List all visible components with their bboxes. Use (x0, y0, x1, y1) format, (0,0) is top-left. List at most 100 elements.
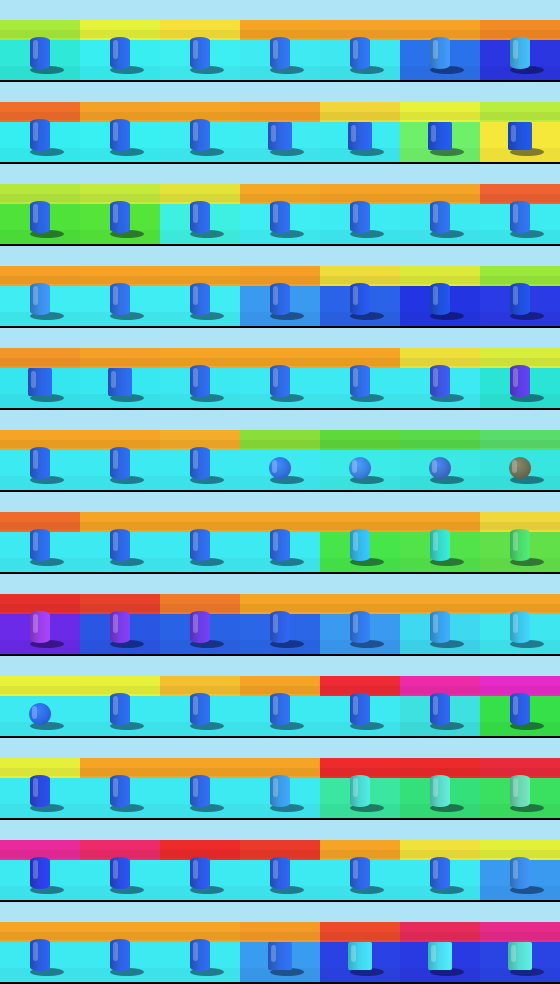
scene-cell (160, 840, 240, 900)
scene-cell (400, 102, 480, 162)
object-shadow (30, 558, 64, 566)
scene-cell (240, 184, 320, 244)
object-highlight (193, 286, 198, 306)
object-highlight (513, 204, 518, 224)
scene-wall (400, 922, 480, 942)
object-shadow (430, 312, 464, 320)
object-shadow (30, 66, 64, 74)
floor-shading (320, 640, 400, 654)
object-shadow (430, 66, 464, 74)
cylinder-object (190, 693, 210, 725)
image-row (0, 738, 560, 818)
scene-wall (0, 676, 80, 696)
scene-cell (480, 184, 560, 244)
wall-shading (160, 194, 240, 202)
object-shadow (30, 804, 64, 812)
scene-cell (160, 430, 240, 490)
wall-shading (240, 522, 320, 530)
scene-cell (80, 594, 160, 654)
object-highlight (513, 696, 518, 716)
object-shadow (510, 476, 544, 484)
floor-shading (240, 312, 320, 326)
object-highlight (33, 860, 38, 880)
scene-wall (0, 512, 80, 532)
object-shadow (110, 886, 144, 894)
image-row (0, 164, 560, 244)
floor-shading (320, 476, 400, 490)
scene-wall (320, 266, 400, 286)
object-shadow (350, 66, 384, 74)
cylinder-object (110, 775, 130, 807)
object-highlight (111, 371, 116, 388)
cylinder-object (350, 775, 370, 807)
floor-shading (240, 394, 320, 408)
cylinder-object (430, 37, 450, 69)
cylinder-object (30, 775, 50, 807)
object-highlight (353, 860, 358, 880)
cylinder-object (350, 283, 370, 315)
floor-shading (240, 886, 320, 900)
scene-wall (80, 840, 160, 860)
wall-shading (80, 932, 160, 940)
scene-wall (0, 20, 80, 40)
object-shadow (430, 886, 464, 894)
floor-shading (160, 312, 240, 326)
wall-shading (0, 850, 80, 858)
scene-cell (320, 266, 400, 326)
cube-object (428, 942, 452, 970)
object-highlight (431, 125, 436, 142)
floor-shading (160, 148, 240, 162)
object-shadow (190, 886, 224, 894)
object-highlight (513, 532, 518, 552)
scene-cell (400, 430, 480, 490)
cube-object (348, 122, 372, 150)
object-shadow (190, 148, 224, 156)
wall-shading (480, 30, 560, 38)
image-row (0, 492, 560, 572)
scene-cell (160, 184, 240, 244)
wall-shading (320, 276, 400, 284)
floor-shading (320, 394, 400, 408)
object-highlight (113, 942, 118, 962)
floor-shading (0, 968, 80, 982)
object-highlight (33, 286, 38, 306)
wall-shading (80, 112, 160, 120)
scene-cell (80, 102, 160, 162)
object-highlight (113, 450, 118, 470)
wall-shading (400, 604, 480, 612)
wall-shading (160, 522, 240, 530)
object-shadow (30, 148, 64, 156)
wall-shading (240, 604, 320, 612)
scene-cell (0, 512, 80, 572)
floor-shading (240, 640, 320, 654)
object-highlight (113, 122, 118, 142)
scene-wall (400, 676, 480, 696)
floor-shading (400, 886, 480, 900)
cylinder-object (190, 37, 210, 69)
floor-shading (320, 558, 400, 572)
cylinder-object (270, 857, 290, 889)
scene-cell (160, 348, 240, 408)
cylinder-object (270, 365, 290, 397)
cylinder-object (110, 857, 130, 889)
wall-shading (80, 604, 160, 612)
sphere-object (29, 703, 51, 725)
object-shadow (30, 640, 64, 648)
floor-shading (400, 394, 480, 408)
cylinder-object (430, 611, 450, 643)
scene-wall (80, 348, 160, 368)
wall-shading (240, 932, 320, 940)
object-highlight (33, 450, 38, 470)
floor-shading (320, 66, 400, 80)
scene-wall (160, 102, 240, 122)
object-shadow (270, 804, 304, 812)
floor-shading (320, 148, 400, 162)
image-row (0, 656, 560, 736)
scene-cell (480, 20, 560, 80)
wall-shading (400, 768, 480, 776)
floor-shading (80, 394, 160, 408)
object-highlight (271, 945, 276, 962)
scene-cell (0, 922, 80, 982)
wall-shading (480, 440, 560, 448)
wall-shading (240, 440, 320, 448)
